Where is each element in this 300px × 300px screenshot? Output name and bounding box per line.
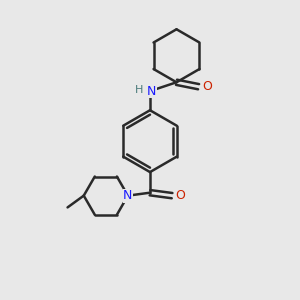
Text: O: O xyxy=(176,189,185,202)
Text: H: H xyxy=(135,85,143,94)
Text: O: O xyxy=(202,80,212,93)
Text: N: N xyxy=(123,189,133,202)
Text: N: N xyxy=(147,85,156,98)
